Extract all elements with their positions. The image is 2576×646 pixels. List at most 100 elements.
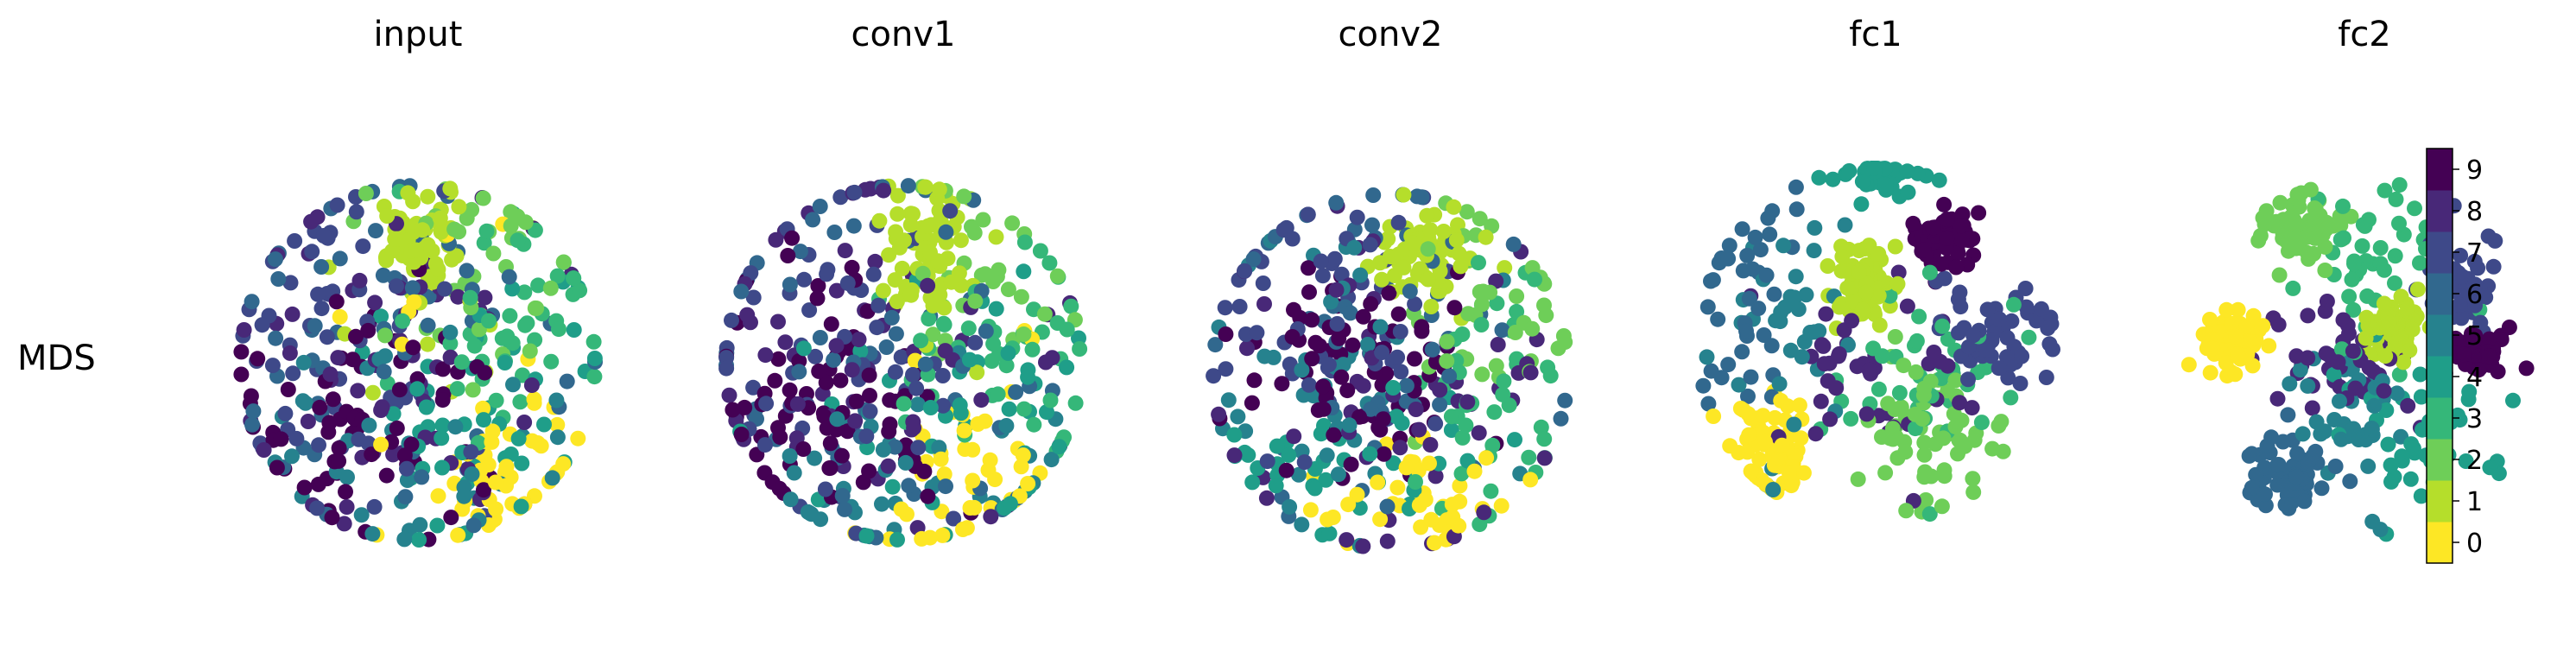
scatter-point-fc1-label-9 [1950,245,1966,262]
scatter-point-conv2-label-7 [1218,361,1234,377]
scatter-point-fc2-label-3 [2377,262,2392,278]
scatter-point-fc1-label-8 [1964,400,1980,416]
scatter-point-conv2-label-9 [1345,337,1361,353]
scatter-point-fc2-label-8 [2269,390,2286,407]
scatter-point-conv1-label-7 [757,437,773,453]
scatter-point-conv1-label-4 [922,400,939,415]
scatter-point-fc1-label-6 [1740,388,1756,404]
scatter-point-conv1-label-7 [887,364,903,380]
scatter-point-conv1-label-1 [931,181,947,198]
panel-fc2: fc2 [2180,15,2535,542]
scatter-point-conv2-label-7 [1301,377,1317,393]
scatter-point-input-label-3 [481,313,497,329]
scatter-point-fc1-label-1 [1820,258,1836,274]
scatter-point-conv2-label-3 [1536,431,1553,447]
scatter-point-conv2-label-4 [1362,446,1378,462]
scatter-point-fc2-label-8 [2341,326,2357,342]
scatter-point-conv1-label-7 [796,271,813,288]
scatter-point-input-label-1 [420,188,436,205]
scatter-point-conv1-label-4 [889,531,905,548]
scatter-point-fc2-label-9 [2490,364,2506,380]
scatter-point-fc1-label-3 [2003,390,2019,406]
scatter-point-conv2-label-5 [1372,319,1389,335]
scatter-point-conv2-label-0 [1398,459,1415,476]
scatter-point-conv1-label-5 [897,454,914,471]
scatter-point-fc2-label-0 [2224,315,2240,332]
scatter-point-input-label-7 [348,204,364,220]
scatter-point-input-label-2 [510,208,526,225]
scatter-point-fc2-label-3 [2391,177,2408,193]
scatter-point-input-label-8 [284,306,301,322]
scatter-point-fc2-label-5 [2332,393,2347,409]
scatter-point-input-label-9 [476,482,491,498]
scatter-point-fc1-label-8 [1813,337,1830,353]
scatter-point-conv1-label-6 [837,501,852,517]
scatter-point-conv1-label-9 [737,399,753,415]
scatter-point-input-label-8 [236,322,252,338]
scatter-point-input-label-1 [400,185,416,201]
scatter-point-conv1-label-3 [1063,298,1079,314]
scatter-point-conv2-label-4 [1269,438,1285,454]
scatter-point-input-label-1 [364,384,381,401]
scatter-point-input-label-5 [447,419,464,435]
scatter-point-conv2-label-9 [1284,329,1301,345]
scatter-point-conv2-label-7 [1275,222,1292,238]
scatter-point-fc1-label-7 [2029,313,2045,329]
scatter-point-fc1-label-4 [1811,169,1827,186]
scatter-point-conv1-label-6 [900,178,916,194]
scatter-point-fc1-label-6 [1747,229,1763,245]
scatter-point-conv1-label-2 [1049,268,1066,284]
scatter-point-conv2-label-1 [1497,260,1513,276]
scatter-point-input-label-5 [284,448,300,465]
scatter-point-fc1-label-6 [1734,344,1750,360]
scatter-point-conv2-label-5 [1335,357,1351,373]
scatter-point-conv2-label-3 [1483,483,1499,499]
scatter-point-input-label-4 [411,532,427,548]
scatter-point-conv1-label-9 [809,290,826,307]
scatter-point-conv1-label-7 [819,266,835,282]
colorbar-tick-label-3: 3 [2466,404,2483,434]
scatter-point-fc2-label-2 [2317,263,2333,278]
scatter-point-input-label-9 [325,391,341,408]
scatter-point-conv2-label-0 [1423,511,1440,528]
scatter-points-fc1 [1695,161,2060,522]
scatter-point-fc1-label-9 [1905,215,1921,231]
scatter-point-input-label-3 [586,369,603,385]
scatter-point-conv2-label-1 [1419,207,1435,224]
colorbar-segment-8 [2427,190,2453,232]
scatter-point-conv1-label-6 [733,283,750,300]
scatter-point-input-label-9 [477,364,493,381]
scatter-point-input-label-6 [268,330,284,346]
scatter-point-fc2-label-2 [2307,201,2324,218]
scatter-point-conv2-label-7 [1326,250,1343,267]
scatter-point-conv1-label-3 [985,336,1002,352]
scatter-point-fc2-label-8 [2317,303,2333,320]
scatter-point-input-label-3 [499,328,516,345]
scatter-point-fc2-label-7 [2454,269,2471,285]
scatter-point-fc1-label-6 [1720,250,1737,267]
scatter-point-input-label-4 [510,430,527,446]
scatter-point-conv2-label-9 [1278,462,1294,478]
scatter-point-input-label-9 [338,484,353,500]
scatter-points-input [233,178,603,548]
scatter-point-conv2-label-4 [1351,500,1368,516]
scatter-point-conv2-label-7 [1407,296,1423,313]
scatter-point-fc1-label-7 [1991,360,2007,377]
scatter-point-fc2-label-3 [2344,271,2360,288]
scatter-point-conv2-label-0 [1522,472,1539,488]
scatter-point-fc1-label-6 [1762,226,1778,243]
scatter-point-fc1-label-9 [1953,232,1970,249]
scatter-point-conv2-label-7 [1231,299,1248,314]
scatter-point-conv1-label-1 [889,187,906,204]
scatter-point-input-label-1 [451,199,467,215]
scatter-point-conv1-label-4 [1001,401,1017,417]
scatter-point-fc1-label-4 [1931,172,1947,188]
scatter-point-input-label-4 [418,399,434,415]
scatter-point-conv2-label-1 [1435,224,1452,239]
scatter-point-fc2-label-4 [2482,459,2498,476]
scatter-point-fc2-label-1 [2400,300,2416,316]
scatter-point-conv2-label-3 [1453,466,1470,482]
scatter-point-fc1-label-5 [1798,287,1814,303]
scatter-point-conv2-label-9 [1407,351,1422,367]
scatter-point-conv2-label-9 [1446,300,1463,316]
